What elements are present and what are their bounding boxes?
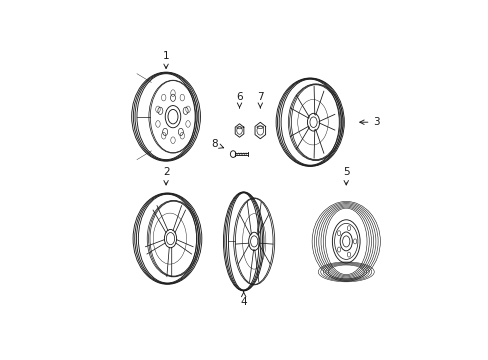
Text: 4: 4: [240, 292, 246, 307]
Text: 8: 8: [211, 139, 223, 149]
Text: 5: 5: [342, 167, 349, 185]
Text: 2: 2: [163, 167, 169, 185]
Text: 3: 3: [359, 117, 379, 127]
Text: 7: 7: [257, 92, 263, 108]
Text: 1: 1: [163, 51, 169, 68]
Text: 6: 6: [236, 92, 243, 108]
